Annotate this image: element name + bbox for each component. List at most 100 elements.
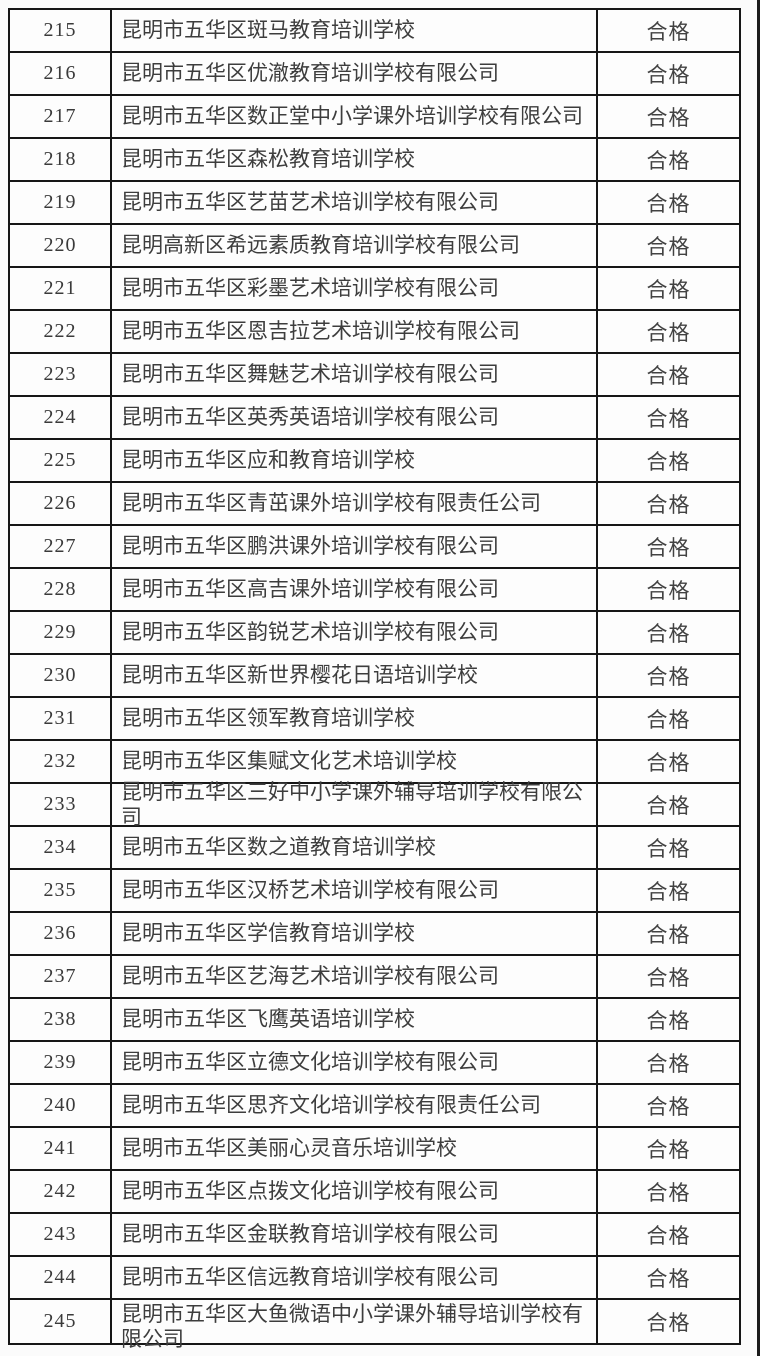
row-number-cell: 219 [10, 182, 112, 223]
row-number-cell: 237 [10, 956, 112, 997]
school-name-cell: 昆明市五华区立德文化培训学校有限公司 [112, 1042, 598, 1083]
result-status-cell: 合格 [646, 922, 691, 947]
school-name-cell: 昆明市五华区英秀英语培训学校有限公司 [112, 397, 598, 438]
table-row: 241 昆明市五华区美丽心灵音乐培训学校 合格 [10, 1128, 739, 1171]
table-row: 238 昆明市五华区飞鹰英语培训学校 合格 [10, 999, 739, 1042]
result-status-cell: 合格 [646, 1310, 691, 1335]
result-status-cell: 合格 [646, 1051, 691, 1076]
row-number-cell: 244 [10, 1257, 112, 1298]
row-number-cell: 224 [10, 397, 112, 438]
table-row: 239 昆明市五华区立德文化培训学校有限公司 合格 [10, 1042, 739, 1085]
result-status-cell: 合格 [646, 1223, 691, 1248]
inspection-results-table: 215 昆明市五华区斑马教育培训学校 合格 216 昆明市五华区优澈教育培训学校… [8, 8, 741, 1351]
row-number-cell: 239 [10, 1042, 112, 1083]
result-status-cell: 合格 [646, 62, 691, 87]
school-name-cell: 昆明市五华区斑马教育培训学校 [112, 10, 598, 51]
table-row: 219 昆明市五华区艺苗艺术培训学校有限公司 合格 [10, 182, 739, 225]
row-number-cell: 234 [10, 827, 112, 868]
row-number-cell: 227 [10, 526, 112, 567]
result-status-cell: 合格 [646, 406, 691, 431]
row-number-cell: 229 [10, 612, 112, 653]
table-row: 223 昆明市五华区舞魅艺术培训学校有限公司 合格 [10, 354, 739, 397]
table-row: 216 昆明市五华区优澈教育培训学校有限公司 合格 [10, 53, 739, 96]
result-status-cell: 合格 [646, 1094, 691, 1119]
result-status-cell: 合格 [646, 449, 691, 474]
school-name-cell: 昆明市五华区舞魅艺术培训学校有限公司 [112, 354, 598, 395]
school-name-cell: 昆明市五华区三好中小学课外辅导培训学校有限公司 [112, 780, 598, 829]
result-status-cell: 合格 [646, 793, 691, 818]
school-name-cell: 昆明市五华区鹏洪课外培训学校有限公司 [112, 526, 598, 567]
school-name-cell: 昆明市五华区青茁课外培训学校有限责任公司 [112, 483, 598, 524]
table-row: 224 昆明市五华区英秀英语培训学校有限公司 合格 [10, 397, 739, 440]
table-row: 221 昆明市五华区彩墨艺术培训学校有限公司 合格 [10, 268, 739, 311]
result-status-cell: 合格 [646, 707, 691, 732]
row-number-cell: 226 [10, 483, 112, 524]
school-name-cell: 昆明市五华区集赋文化艺术培训学校 [112, 741, 598, 782]
table-row: 233 昆明市五华区三好中小学课外辅导培训学校有限公司 合格 [10, 780, 739, 829]
table-row: 234 昆明市五华区数之道教育培训学校 合格 [10, 827, 739, 870]
table-row: 244 昆明市五华区信远教育培训学校有限公司 合格 [10, 1257, 739, 1300]
school-name-cell: 昆明高新区希远素质教育培训学校有限公司 [112, 225, 598, 266]
table-row: 215 昆明市五华区斑马教育培训学校 合格 [10, 10, 739, 53]
row-number-cell: 223 [10, 354, 112, 395]
row-number-cell: 232 [10, 741, 112, 782]
result-status-cell: 合格 [646, 750, 691, 775]
result-status-cell: 合格 [646, 965, 691, 990]
result-status-cell: 合格 [646, 1137, 691, 1162]
table-row: 245 昆明市五华区大鱼微语中小学课外辅导培训学校有限公司 合格 [10, 1300, 739, 1351]
result-status-cell: 合格 [646, 105, 691, 130]
school-name-cell: 昆明市五华区点拨文化培训学校有限公司 [112, 1171, 598, 1212]
school-name-cell: 昆明市五华区美丽心灵音乐培训学校 [112, 1128, 598, 1169]
school-name-cell: 昆明市五华区数之道教育培训学校 [112, 827, 598, 868]
result-status-cell: 合格 [646, 879, 691, 904]
row-number-cell: 230 [10, 655, 112, 696]
row-number-cell: 218 [10, 139, 112, 180]
row-number-cell: 225 [10, 440, 112, 481]
row-number-cell: 222 [10, 311, 112, 352]
result-status-cell: 合格 [646, 148, 691, 173]
school-name-cell: 昆明市五华区森松教育培训学校 [112, 139, 598, 180]
table-row: 226 昆明市五华区青茁课外培训学校有限责任公司 合格 [10, 483, 739, 526]
school-name-cell: 昆明市五华区飞鹰英语培训学校 [112, 999, 598, 1040]
table-row: 227 昆明市五华区鹏洪课外培训学校有限公司 合格 [10, 526, 739, 569]
row-number-cell: 216 [10, 53, 112, 94]
row-number-cell: 241 [10, 1128, 112, 1169]
school-name-cell: 昆明市五华区汉桥艺术培训学校有限公司 [112, 870, 598, 911]
school-name-cell: 昆明市五华区艺苗艺术培训学校有限公司 [112, 182, 598, 223]
result-status-cell: 合格 [646, 664, 691, 689]
row-number-cell: 215 [10, 10, 112, 51]
table-row: 237 昆明市五华区艺海艺术培训学校有限公司 合格 [10, 956, 739, 999]
row-number-cell: 231 [10, 698, 112, 739]
school-name-cell: 昆明市五华区大鱼微语中小学课外辅导培训学校有限公司 [112, 1300, 598, 1351]
row-number-cell: 245 [10, 1300, 112, 1343]
result-status-cell: 合格 [646, 234, 691, 259]
result-status-cell: 合格 [646, 19, 691, 44]
page-edge-line [757, 0, 760, 1356]
school-name-cell: 昆明市五华区信远教育培训学校有限公司 [112, 1257, 598, 1298]
row-number-cell: 221 [10, 268, 112, 309]
school-name-cell: 昆明市五华区学信教育培训学校 [112, 913, 598, 954]
result-status-cell: 合格 [646, 836, 691, 861]
school-name-cell: 昆明市五华区恩吉拉艺术培训学校有限公司 [112, 311, 598, 352]
school-name-cell: 昆明市五华区数正堂中小学课外培训学校有限公司 [112, 96, 598, 137]
result-status-cell: 合格 [646, 1266, 691, 1291]
result-status-cell: 合格 [646, 578, 691, 603]
row-number-cell: 233 [10, 784, 112, 825]
table-row: 228 昆明市五华区高吉课外培训学校有限公司 合格 [10, 569, 739, 612]
table-row: 218 昆明市五华区森松教育培训学校 合格 [10, 139, 739, 182]
row-number-cell: 240 [10, 1085, 112, 1126]
table-row: 236 昆明市五华区学信教育培训学校 合格 [10, 913, 739, 956]
table-row: 217 昆明市五华区数正堂中小学课外培训学校有限公司 合格 [10, 96, 739, 139]
row-number-cell: 243 [10, 1214, 112, 1255]
result-status-cell: 合格 [646, 1008, 691, 1033]
row-number-cell: 242 [10, 1171, 112, 1212]
result-status-cell: 合格 [646, 535, 691, 560]
result-status-cell: 合格 [646, 1180, 691, 1205]
result-status-cell: 合格 [646, 363, 691, 388]
result-status-cell: 合格 [646, 492, 691, 517]
school-name-cell: 昆明市五华区艺海艺术培训学校有限公司 [112, 956, 598, 997]
school-name-cell: 昆明市五华区新世界樱花日语培训学校 [112, 655, 598, 696]
result-status-cell: 合格 [646, 277, 691, 302]
result-status-cell: 合格 [646, 320, 691, 345]
row-number-cell: 220 [10, 225, 112, 266]
